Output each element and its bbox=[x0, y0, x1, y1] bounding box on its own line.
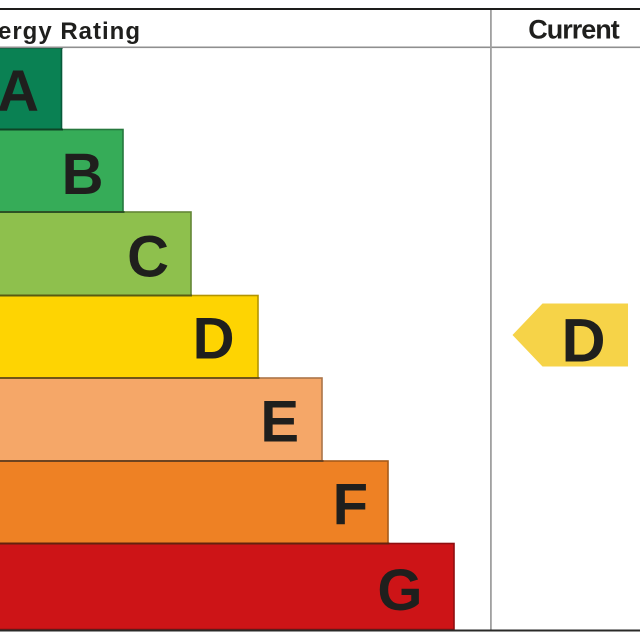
svg-text:G: G bbox=[377, 558, 422, 623]
svg-text:A: A bbox=[0, 59, 39, 124]
svg-text:D: D bbox=[561, 307, 605, 375]
svg-text:E: E bbox=[260, 390, 299, 455]
svg-text:F: F bbox=[333, 473, 368, 538]
svg-text:Current: Current bbox=[528, 15, 620, 45]
svg-text:B: B bbox=[62, 142, 104, 207]
svg-text:C: C bbox=[127, 225, 169, 290]
svg-text:D: D bbox=[193, 307, 235, 372]
svg-text:Energy Rating: Energy Rating bbox=[0, 18, 141, 45]
